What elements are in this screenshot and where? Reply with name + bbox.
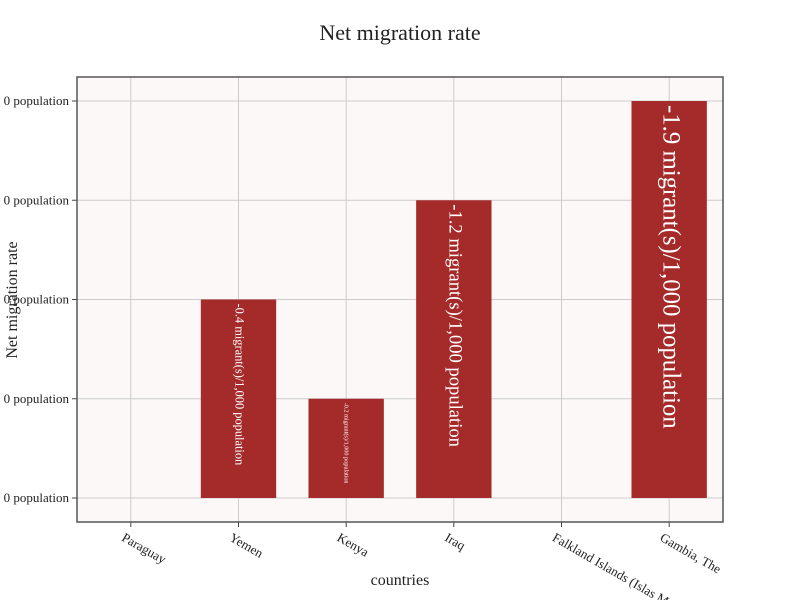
x-tick-label: Gambia, The (658, 530, 724, 577)
x-tick-label: Yemen (227, 530, 266, 561)
chart-title: Net migration rate (319, 20, 480, 45)
y-tick-label: 0 population (4, 391, 70, 406)
plot-area: 0 population 0 population 0 population 0 po… (4, 76, 724, 600)
y-tick-label: 0 population (4, 192, 70, 207)
plot-frame (76, 76, 724, 523)
bar-data-label: -0.2 migrant(s)/1,000 population (343, 403, 350, 484)
bar (200, 299, 277, 498)
x-axis-label: countries (371, 572, 430, 589)
bar-data-label: -1.9 migrant(s)/1,000 population (657, 105, 684, 429)
y-tick-label: 0 population (4, 490, 70, 505)
x-tick-label: Paraguay (119, 530, 169, 567)
y-tick-label: 0 population (4, 93, 70, 108)
x-tick-label: Iraq (442, 530, 468, 554)
y-tick-label: 0 population (4, 292, 70, 307)
bar-data-label: -1.2 migrant(s)/1,000 population (445, 204, 466, 447)
y-axis-label: Net migration rate (4, 241, 21, 358)
bar (308, 398, 384, 498)
x-tick-label: Kenya (335, 530, 372, 560)
bar (416, 200, 492, 498)
bar (631, 101, 707, 498)
bar-data-label: -0.4 migrant(s)/1,000 population (233, 304, 247, 466)
